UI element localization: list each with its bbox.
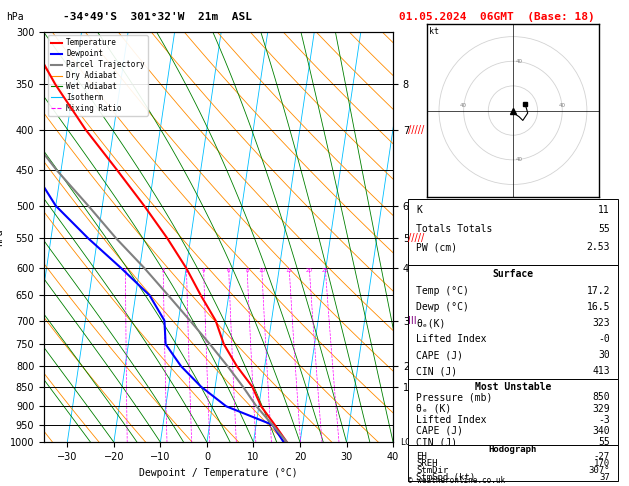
Text: PW (cm): PW (cm) xyxy=(416,242,457,252)
Text: 55: 55 xyxy=(598,437,610,447)
Text: kt: kt xyxy=(429,27,439,36)
Text: 25: 25 xyxy=(322,268,329,273)
Text: -34°49'S  301°32'W  21m  ASL: -34°49'S 301°32'W 21m ASL xyxy=(63,12,252,22)
Y-axis label: km
ASL: km ASL xyxy=(412,228,433,246)
Text: 3: 3 xyxy=(185,268,188,273)
Text: Temp (°C): Temp (°C) xyxy=(416,286,469,296)
Text: Lifted Index: Lifted Index xyxy=(416,415,486,425)
Text: Hodograph: Hodograph xyxy=(489,445,537,454)
Text: LCL: LCL xyxy=(400,438,415,447)
Text: 1: 1 xyxy=(124,268,127,273)
Text: SREH: SREH xyxy=(416,459,438,468)
Text: θₑ (K): θₑ (K) xyxy=(416,403,451,414)
Text: 40: 40 xyxy=(460,103,467,108)
Text: StmDir: StmDir xyxy=(416,466,448,475)
Text: CAPE (J): CAPE (J) xyxy=(416,426,463,436)
Text: 323: 323 xyxy=(593,318,610,328)
Text: Totals Totals: Totals Totals xyxy=(416,224,493,234)
Text: -3: -3 xyxy=(598,415,610,425)
Text: CIN (J): CIN (J) xyxy=(416,437,457,447)
Text: 01.05.2024  06GMT  (Base: 18): 01.05.2024 06GMT (Base: 18) xyxy=(399,12,595,22)
Text: Surface: Surface xyxy=(493,269,533,279)
Text: -27: -27 xyxy=(594,452,610,461)
Text: 6: 6 xyxy=(227,268,230,273)
Text: 2.53: 2.53 xyxy=(586,242,610,252)
Text: 4: 4 xyxy=(202,268,205,273)
Text: 20: 20 xyxy=(306,268,313,273)
Text: 16.5: 16.5 xyxy=(586,302,610,312)
Text: /////: ///// xyxy=(408,125,424,135)
Text: 340: 340 xyxy=(593,426,610,436)
Text: Lifted Index: Lifted Index xyxy=(416,334,486,344)
Text: 329: 329 xyxy=(593,403,610,414)
X-axis label: Dewpoint / Temperature (°C): Dewpoint / Temperature (°C) xyxy=(139,468,298,478)
Text: © weatheronline.co.uk: © weatheronline.co.uk xyxy=(408,476,504,485)
Text: Pressure (mb): Pressure (mb) xyxy=(416,393,493,402)
Text: III: III xyxy=(408,315,416,326)
Text: 170: 170 xyxy=(594,459,610,468)
Text: 40: 40 xyxy=(515,157,523,162)
Y-axis label: hPa: hPa xyxy=(0,228,4,246)
Text: 40: 40 xyxy=(515,59,523,64)
Text: /////: ///// xyxy=(408,233,424,243)
Text: Most Unstable: Most Unstable xyxy=(475,382,551,392)
Text: θₑ(K): θₑ(K) xyxy=(416,318,445,328)
Text: K: K xyxy=(416,206,422,215)
Text: 8: 8 xyxy=(245,268,249,273)
Text: 55: 55 xyxy=(598,224,610,234)
Text: 307°: 307° xyxy=(588,466,610,475)
Text: 850: 850 xyxy=(593,393,610,402)
Text: 413: 413 xyxy=(593,366,610,376)
Text: EH: EH xyxy=(416,452,426,461)
Text: -0: -0 xyxy=(598,334,610,344)
Text: CAPE (J): CAPE (J) xyxy=(416,350,463,360)
Text: StmSpd (kt): StmSpd (kt) xyxy=(416,473,475,482)
Text: 37: 37 xyxy=(599,473,610,482)
Text: 11: 11 xyxy=(598,206,610,215)
Text: 2: 2 xyxy=(162,268,165,273)
Text: hPa: hPa xyxy=(6,12,24,22)
Text: CIN (J): CIN (J) xyxy=(416,366,457,376)
Text: 17.2: 17.2 xyxy=(586,286,610,296)
Text: 30: 30 xyxy=(598,350,610,360)
Text: 40: 40 xyxy=(559,103,565,108)
Text: Dewp (°C): Dewp (°C) xyxy=(416,302,469,312)
Text: 15: 15 xyxy=(286,268,292,273)
Text: 10: 10 xyxy=(259,268,265,273)
Legend: Temperature, Dewpoint, Parcel Trajectory, Dry Adiabat, Wet Adiabat, Isotherm, Mi: Temperature, Dewpoint, Parcel Trajectory… xyxy=(48,35,148,116)
